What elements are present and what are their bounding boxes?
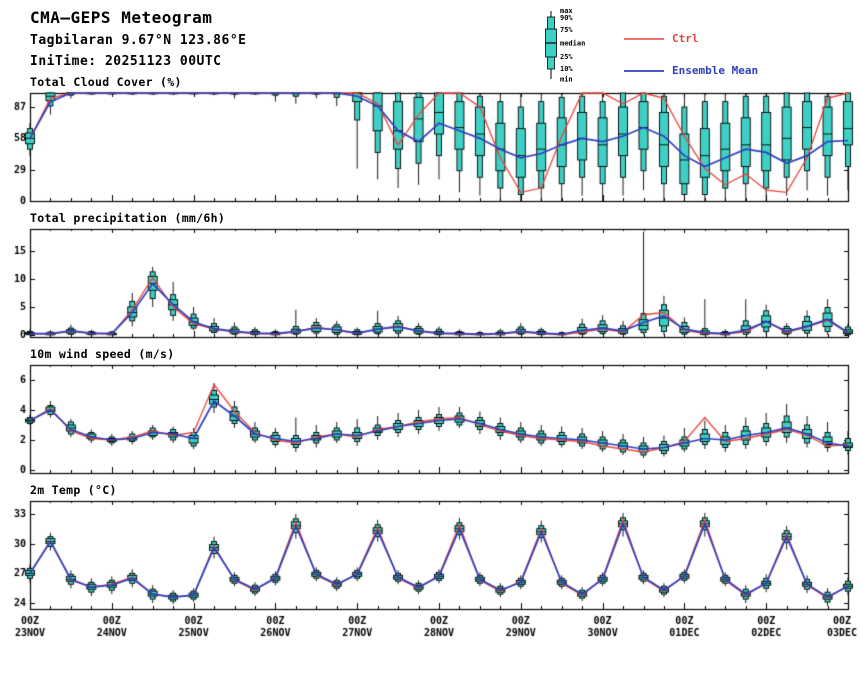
cloud-panel-title: Total Cloud Cover (%)	[30, 75, 182, 89]
legend-label-90: 90%	[560, 14, 573, 22]
cloud-panel: Total Cloud Cover (%)	[0, 75, 860, 209]
temp-panel-title: 2m Temp (°C)	[30, 483, 117, 497]
page-title: CMA—GEPS Meteogram	[30, 8, 213, 27]
ctrl-line-sample	[624, 37, 664, 40]
legend-row-ctrl: Ctrl	[624, 32, 699, 45]
legend: max 90% 75% median 25% 10% min Ctrl Ense…	[540, 6, 794, 84]
precip-panel-canvas	[0, 225, 860, 345]
legend-label-median: median	[560, 40, 585, 48]
legend-label-min: min	[560, 76, 573, 84]
legend-series: Ctrl Ensemble Mean	[624, 6, 794, 84]
boxplot-legend-glyph: max 90% 75% median 25% 10% min	[545, 7, 585, 84]
mean-line-sample	[624, 69, 664, 72]
legend-label-75: 75%	[560, 26, 573, 34]
location-subtitle: Tagbilaran 9.67°N 123.86°E	[30, 33, 247, 48]
wind-panel-canvas	[0, 361, 860, 481]
legend-label-max: max	[560, 7, 573, 15]
ensemble-mean-legend-label: Ensemble Mean	[672, 64, 759, 77]
cloud-panel-canvas	[0, 89, 860, 209]
legend-row-mean: Ensemble Mean	[624, 64, 758, 77]
ctrl-legend-label: Ctrl	[672, 32, 699, 45]
panels: Total Cloud Cover (%) Total precipitatio…	[0, 75, 860, 653]
precip-panel: Total precipitation (mm/6h)	[0, 211, 860, 345]
init-time: IniTime: 20251123 00UTC	[30, 54, 222, 69]
legend-label-25: 25%	[560, 53, 573, 61]
wind-panel-title: 10m wind speed (m/s)	[30, 347, 175, 361]
header: CMA—GEPS Meteogram Tagbilaran 9.67°N 123…	[0, 0, 860, 69]
temp-panel: 2m Temp (°C)	[0, 483, 860, 653]
temp-panel-canvas	[0, 497, 860, 653]
wind-panel: 10m wind speed (m/s)	[0, 347, 860, 481]
legend-label-10: 10%	[560, 65, 573, 73]
precip-panel-title: Total precipitation (mm/6h)	[30, 211, 226, 225]
